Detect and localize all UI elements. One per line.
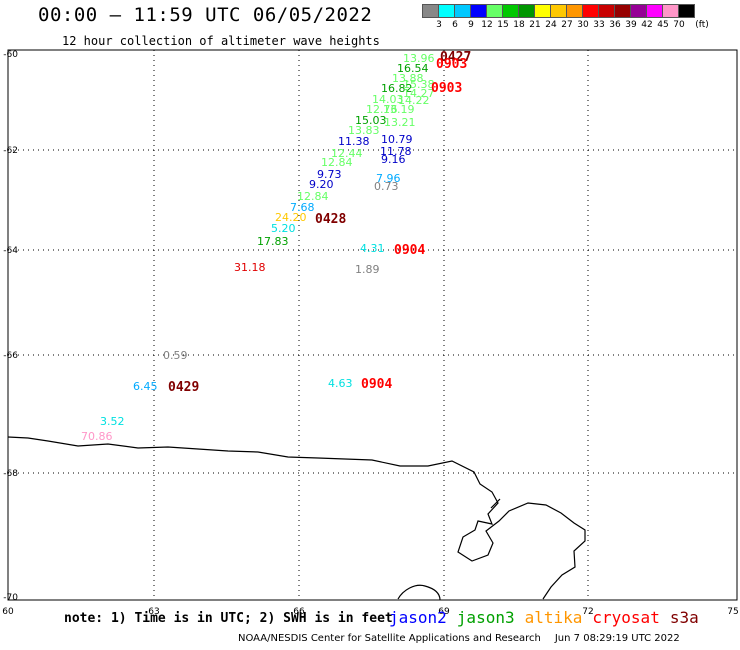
- colorbar-level-label: 39: [625, 20, 637, 30]
- legend-s3a: s3a: [669, 608, 699, 627]
- y-tick-label: -70: [3, 593, 18, 603]
- units-note: note: 1) Time is in UTC; 2) SWH is in fe…: [64, 611, 393, 626]
- pass-time-label: 0427: [440, 50, 471, 65]
- swh-observation: 12.44: [331, 147, 363, 160]
- swh-observation: 0.59: [163, 349, 188, 362]
- swh-observation: 12.76: [366, 103, 398, 116]
- swh-observation: 70.86: [81, 430, 113, 443]
- swh-observation: 16.54: [397, 62, 429, 75]
- colorbar-labels: 3 6 9 12 15 18 21 24 27 30 33 36 39 42 45 70 (ft): [422, 18, 709, 32]
- swh-observation: 15.03: [355, 114, 387, 127]
- swh-observation: 5.20: [271, 222, 296, 235]
- swh-observation: 15.38: [403, 78, 435, 91]
- colorbar-level-label: 36: [609, 20, 621, 30]
- colorbar-level-label: 18: [513, 20, 525, 30]
- y-tick-label: -64: [3, 246, 18, 256]
- colorbar-swatches: [422, 4, 695, 18]
- swh-observation: 3.52: [100, 415, 125, 428]
- satellite-legend: jason2 jason3 altika cryosat s3a: [389, 608, 709, 627]
- observations-layer: 13.9616.5413.8815.3816.8214.2714.0314.22…: [81, 52, 435, 443]
- x-tick-label: 63: [148, 607, 159, 617]
- swh-observation: 13.88: [392, 72, 424, 85]
- x-tick-label: 60: [2, 607, 14, 617]
- colorbar-swatch: [678, 4, 695, 18]
- colorbar-level-label: 33: [593, 20, 605, 30]
- swh-observation: 14.03: [372, 93, 404, 106]
- coastline: [7, 436, 586, 600]
- legend-cryosat: cryosat: [592, 608, 660, 627]
- swh-observation: 24.20: [275, 211, 307, 224]
- swh-observation: 13.96: [403, 52, 435, 65]
- legend-jason2: jason2: [389, 608, 447, 627]
- colorbar-level-label: 21: [529, 20, 541, 30]
- swh-observation: 16.82: [381, 82, 413, 95]
- colorbar-legend: 3 6 9 12 15 18 21 24 27 30 33 36 39 42 45 70 (ft): [422, 4, 709, 32]
- pass-time-label: 0903: [436, 57, 467, 72]
- colorbar-level-label: 3: [436, 20, 442, 30]
- credit-timestamp: Jun 7 08:29:19 UTC 2022: [554, 633, 680, 644]
- swh-observation: 14.22: [398, 94, 430, 107]
- swh-observation: 13.83: [348, 124, 380, 137]
- y-tick-label: -68: [3, 469, 18, 479]
- colorbar-level-label: 12: [481, 20, 493, 30]
- axis-labels: 60 63 66 69 72 75 -60 -62 -64 -66 -68 -70: [2, 50, 738, 617]
- pass-time-label: 0904: [361, 377, 392, 392]
- colorbar-level-label: 27: [561, 20, 573, 30]
- swh-observation: 12.84: [297, 190, 329, 203]
- swh-observation: 9.20: [309, 178, 334, 191]
- colorbar-level-label: 6: [452, 20, 458, 30]
- legend-jason3: jason3: [456, 608, 515, 627]
- swh-observation: 7.68: [290, 201, 315, 214]
- swh-observation: 14.27: [403, 87, 435, 100]
- colorbar-level-label: 45: [657, 20, 669, 30]
- credit-text: NOAA/NESDIS Center for Satellite Applica…: [238, 633, 541, 644]
- y-tick-label: -60: [3, 50, 18, 60]
- page-subtitle: 12 hour collection of altimeter wave hei…: [62, 34, 380, 48]
- swh-observation: 4.31: [360, 242, 385, 255]
- x-tick-label: 72: [582, 607, 593, 617]
- pass-time-label: 0428: [315, 212, 346, 227]
- swh-observation: 9.73: [317, 168, 342, 181]
- pass-time-label: 0903: [431, 81, 462, 96]
- colorbar-level-label: 24: [545, 20, 557, 30]
- pass-time-label: 0429: [168, 380, 199, 395]
- x-tick-label: 69: [438, 607, 450, 617]
- swh-observation: 13.21: [384, 116, 416, 129]
- map-frame: [7, 49, 738, 601]
- swh-observation: 1.89: [355, 263, 380, 276]
- colorbar-level-label: 42: [641, 20, 653, 30]
- swh-observation: 13.19: [383, 103, 415, 116]
- legend-altika: altika: [524, 608, 583, 627]
- swh-observation: 11.78: [380, 145, 412, 158]
- credit-line: NOAA/NESDIS Center for Satellite Applica…: [238, 633, 680, 644]
- colorbar-level-label: 30: [577, 20, 589, 30]
- y-tick-label: -62: [3, 146, 18, 156]
- swh-observation: 0.73: [374, 180, 399, 193]
- colorbar-level-label: 70: [673, 20, 685, 30]
- y-tick-label: -66: [3, 351, 18, 361]
- swh-observation: 9.16: [381, 153, 406, 166]
- swh-observation: 17.83: [257, 235, 289, 248]
- x-tick-label: 75: [727, 607, 738, 617]
- colorbar-level-label: 9: [468, 20, 474, 30]
- swh-observation: 12.84: [321, 156, 353, 169]
- pass-time-label: 0904: [394, 243, 425, 258]
- lat-lon-gridlines: [8, 50, 737, 600]
- x-tick-label: 66: [293, 607, 305, 617]
- swh-observation: 10.79: [381, 133, 413, 146]
- colorbar-level-label: 15: [497, 20, 509, 30]
- page-title: 00:00 – 11:59 UTC 06/05/2022: [38, 4, 373, 26]
- swh-observation: 31.18: [234, 261, 266, 274]
- swh-observation: 11.38: [338, 135, 370, 148]
- colorbar-unit-label: (ft): [695, 20, 709, 30]
- swh-observation: 6.45: [133, 380, 158, 393]
- swh-observation: 4.63: [328, 377, 353, 390]
- swh-observation: 7.96: [376, 172, 401, 185]
- coastline-bay: [397, 584, 441, 601]
- coastline-inlet: [490, 498, 501, 509]
